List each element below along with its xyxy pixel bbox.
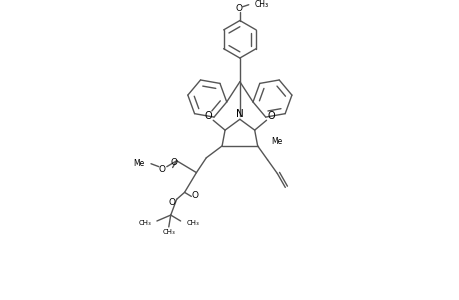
Text: CH₃: CH₃ bbox=[254, 0, 268, 9]
Text: CH₃: CH₃ bbox=[186, 220, 199, 226]
Text: O: O bbox=[191, 191, 198, 200]
Text: N: N bbox=[235, 109, 243, 119]
Text: O: O bbox=[168, 198, 175, 207]
Text: O: O bbox=[235, 4, 242, 13]
Text: O: O bbox=[204, 111, 212, 121]
Text: O: O bbox=[267, 111, 274, 121]
Text: CH₃: CH₃ bbox=[162, 229, 175, 235]
Text: CH₃: CH₃ bbox=[138, 220, 151, 226]
Text: Me: Me bbox=[271, 136, 282, 146]
Text: Me: Me bbox=[133, 159, 144, 168]
Text: O: O bbox=[170, 158, 177, 167]
Text: O: O bbox=[158, 165, 165, 174]
